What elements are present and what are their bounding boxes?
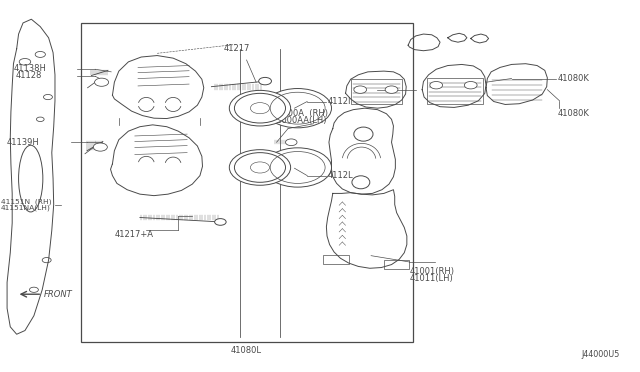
Circle shape — [430, 81, 443, 89]
Circle shape — [285, 139, 297, 145]
Text: 41001(RH): 41001(RH) — [410, 267, 454, 276]
Bar — [81, 23, 413, 341]
Text: 41080K: 41080K — [557, 74, 589, 83]
Text: J44000U5: J44000U5 — [582, 350, 620, 359]
Circle shape — [214, 219, 226, 225]
Bar — [427, 78, 483, 104]
Ellipse shape — [352, 176, 370, 189]
Text: 41080L: 41080L — [231, 346, 262, 355]
Text: 41000A  (RH): 41000A (RH) — [272, 109, 328, 118]
Ellipse shape — [354, 127, 373, 141]
Circle shape — [259, 77, 271, 85]
Circle shape — [95, 78, 109, 86]
Text: 41128: 41128 — [16, 71, 42, 80]
Circle shape — [264, 148, 332, 187]
Bar — [323, 254, 349, 264]
Text: 41011(LH): 41011(LH) — [410, 274, 453, 283]
Bar — [351, 78, 402, 105]
Text: 41217: 41217 — [224, 44, 250, 53]
Circle shape — [465, 81, 477, 89]
Text: 41138H: 41138H — [13, 64, 46, 73]
Text: 41080K: 41080K — [557, 109, 589, 118]
Text: 41217+A: 41217+A — [115, 230, 154, 240]
Circle shape — [93, 143, 108, 151]
Text: 41151NA(LH): 41151NA(LH) — [1, 205, 51, 212]
Text: 41151N  (RH): 41151N (RH) — [1, 198, 51, 205]
Circle shape — [229, 150, 291, 185]
Circle shape — [229, 90, 291, 126]
Bar — [384, 260, 410, 269]
Circle shape — [354, 86, 367, 93]
Circle shape — [264, 89, 332, 128]
Text: 41000AA(LH): 41000AA(LH) — [272, 116, 328, 125]
Text: 4112I: 4112I — [328, 97, 351, 106]
Text: 4112L: 4112L — [328, 171, 353, 180]
Text: FRONT: FRONT — [44, 291, 73, 299]
Circle shape — [385, 86, 398, 93]
Text: 41139H: 41139H — [7, 138, 40, 147]
